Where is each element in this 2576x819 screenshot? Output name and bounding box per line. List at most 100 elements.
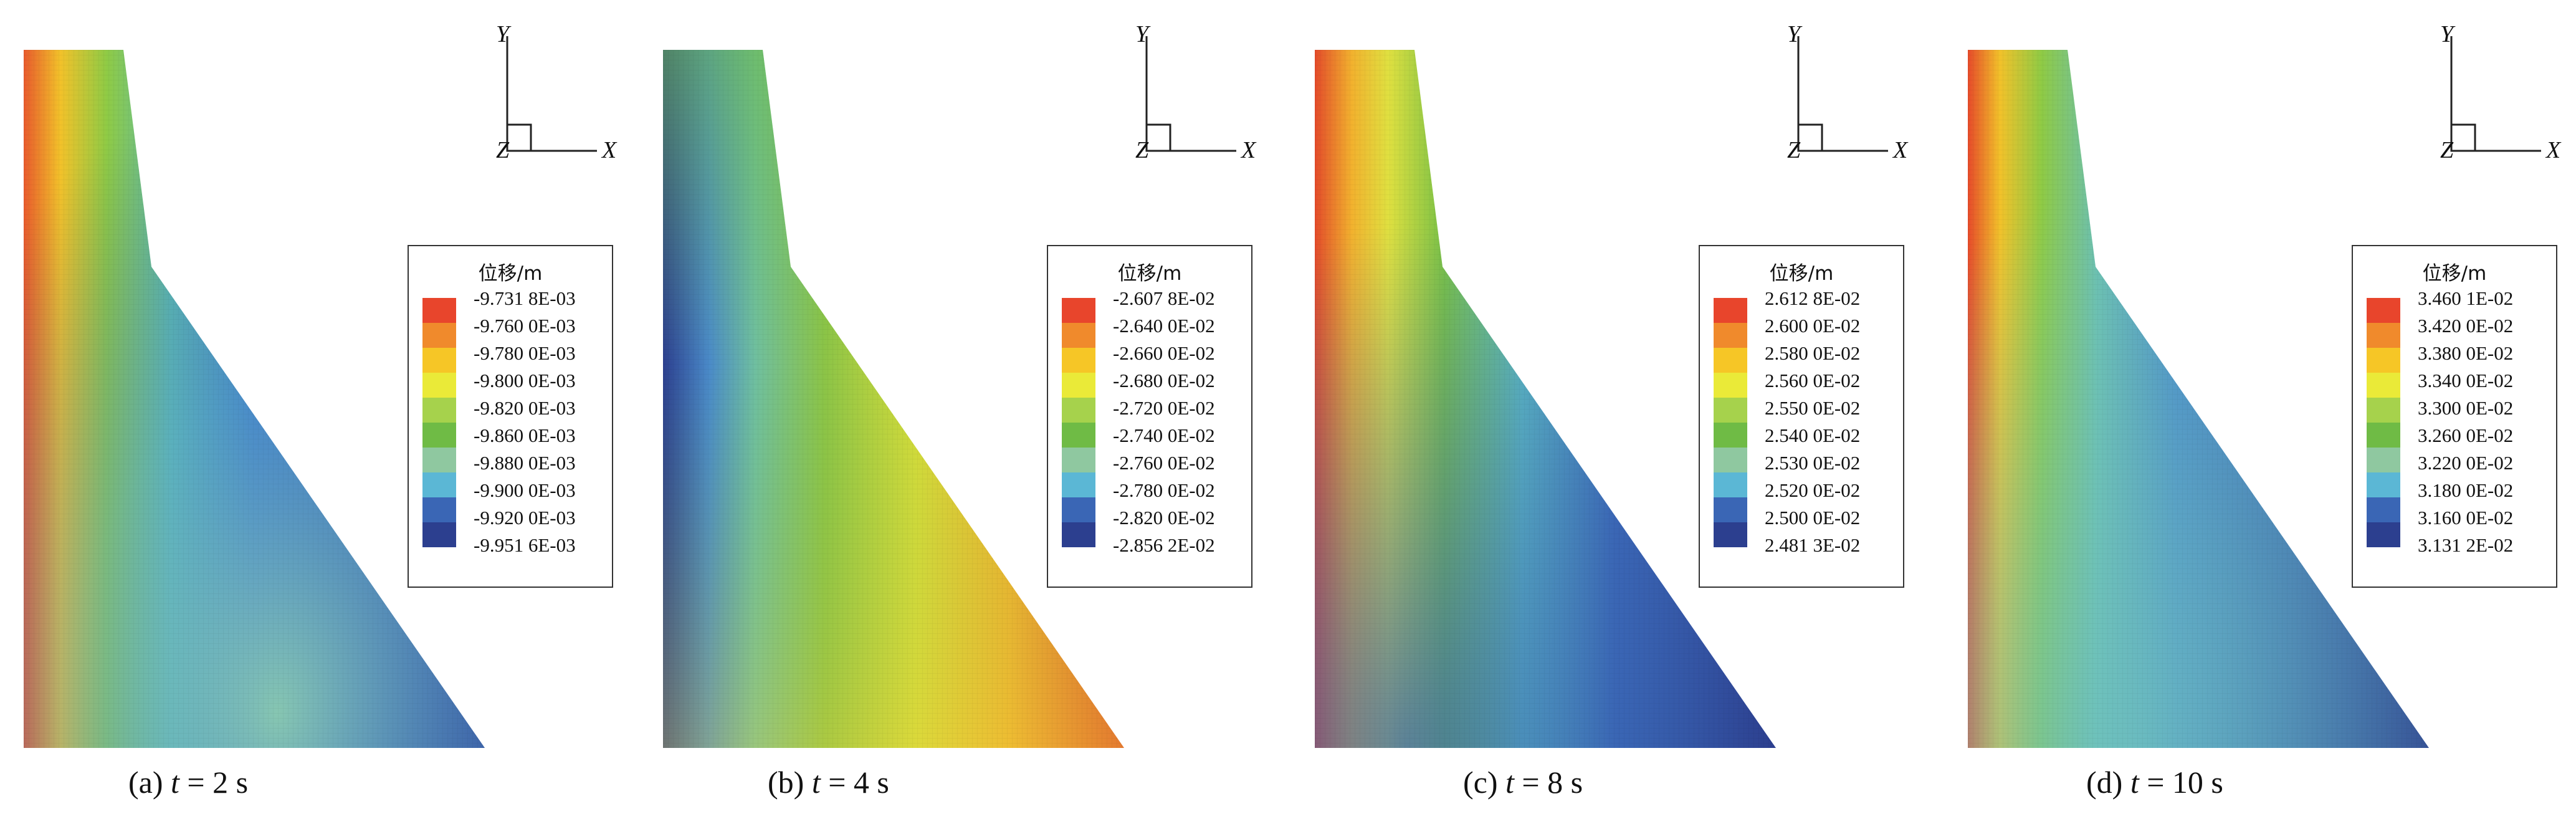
- legend-ticks: -2.607 8E-02 -2.640 0E-02 -2.660 0E-02 -…: [1113, 285, 1250, 559]
- legend-color-bar: [2367, 298, 2400, 547]
- legend-tick: -9.731 8E-03: [474, 287, 576, 309]
- caption-a: (a) t = 2 s: [128, 764, 452, 801]
- legend-tick: 3.340 0E-02: [2418, 370, 2514, 391]
- legend-swatch: [1062, 497, 1095, 522]
- legend-title: 位移/m: [2422, 262, 2487, 285]
- legend-swatch: [2367, 398, 2400, 423]
- legend-swatch: [2367, 373, 2400, 398]
- legend-swatch: [422, 497, 456, 522]
- legend-swatch: [2367, 497, 2400, 522]
- coordinate-axes-d: Y Z X: [2423, 21, 2576, 163]
- legend-tick: 3.460 1E-02: [2418, 287, 2514, 309]
- axis-z-label: Z: [496, 137, 510, 163]
- legend-swatch: [1714, 323, 1747, 348]
- color-legend-d: 位移/m 3.460 1E-02 3.420 0E-02 3.380 0E-02…: [2352, 245, 2557, 588]
- axis-y-label: Y: [1135, 21, 1149, 47]
- axis-y-label: Y: [2440, 21, 2454, 47]
- legend-color-bar: [1714, 298, 1747, 547]
- legend-tick: 3.160 0E-02: [2418, 507, 2514, 529]
- legend-swatch: [1062, 323, 1095, 348]
- legend-swatch: [422, 298, 456, 323]
- legend-swatch: [1714, 298, 1747, 323]
- legend-swatch: [1062, 373, 1095, 398]
- dam-contour-b: [663, 50, 1124, 748]
- legend-swatch: [1714, 373, 1747, 398]
- legend-swatch: [1714, 423, 1747, 448]
- axis-z-label: Z: [2440, 137, 2454, 163]
- caption-variable: t: [171, 765, 179, 800]
- legend-swatch: [1062, 298, 1095, 323]
- legend-tick: -2.607 8E-02: [1113, 287, 1215, 309]
- legend-tick: 2.580 0E-02: [1765, 342, 1861, 364]
- legend-tick: 2.550 0E-02: [1765, 397, 1861, 419]
- legend-swatch: [1714, 398, 1747, 423]
- legend-tick: -9.900 0E-03: [474, 479, 576, 501]
- legend-swatch: [1714, 348, 1747, 373]
- legend-tick: 3.300 0E-02: [2418, 397, 2514, 419]
- coordinate-axes-c: Y Z X: [1770, 21, 1932, 163]
- legend-swatch: [2367, 298, 2400, 323]
- legend-swatch: [422, 348, 456, 373]
- legend-tick: -9.780 0E-03: [474, 342, 576, 364]
- axis-x-label: X: [1893, 137, 1908, 163]
- legend-title: 位移/m: [1769, 262, 1834, 285]
- caption-prefix: (a): [128, 765, 171, 800]
- legend-swatch: [1714, 448, 1747, 472]
- legend-swatch: [422, 398, 456, 423]
- legend-tick: -2.780 0E-02: [1113, 479, 1215, 501]
- legend-title: 位移/m: [478, 262, 543, 285]
- axis-x-label: X: [2546, 137, 2561, 163]
- legend-color-bar: [1062, 298, 1095, 547]
- legend-tick: -9.820 0E-03: [474, 397, 576, 419]
- legend-swatch: [422, 522, 456, 547]
- legend-tick: -9.860 0E-03: [474, 424, 576, 446]
- legend-tick: -2.680 0E-02: [1113, 370, 1215, 391]
- color-legend-a: 位移/m -9.731 8E-03 -9.760 0E-03 -9.780 0E…: [408, 245, 613, 588]
- legend-swatch: [422, 323, 456, 348]
- legend-tick: -2.820 0E-02: [1113, 507, 1215, 529]
- legend-swatch: [1062, 423, 1095, 448]
- dam-contour-d: [1968, 50, 2429, 748]
- legend-swatch: [422, 448, 456, 472]
- caption-b: (b) t = 4 s: [768, 764, 1092, 801]
- legend-tick: 2.612 8E-02: [1765, 287, 1861, 309]
- legend-tick: 2.600 0E-02: [1765, 315, 1861, 337]
- legend-tick: -9.800 0E-03: [474, 370, 576, 391]
- caption-prefix: (c): [1463, 765, 1505, 800]
- caption-value: = 8 s: [1514, 765, 1583, 800]
- legend-swatch: [1062, 348, 1095, 373]
- legend-tick: -2.760 0E-02: [1113, 452, 1215, 474]
- coordinate-axes-a: Y Z X: [479, 21, 641, 163]
- legend-tick: -2.720 0E-02: [1113, 397, 1215, 419]
- legend-swatch: [1714, 522, 1747, 547]
- legend-tick: 2.500 0E-02: [1765, 507, 1861, 529]
- caption-prefix: (d): [2086, 765, 2130, 800]
- color-legend-c: 位移/m 2.612 8E-02 2.600 0E-02 2.580 0E-02…: [1699, 245, 1904, 588]
- caption-value: = 2 s: [179, 765, 249, 800]
- panel-c: Y Z X 位移/m 2.612 8E-02 2.600 0E-02 2.580…: [1315, 0, 1957, 819]
- legend-tick: 3.180 0E-02: [2418, 479, 2514, 501]
- axis-y-label: Y: [496, 21, 510, 47]
- legend-swatch: [1062, 522, 1095, 547]
- legend-tick: 3.260 0E-02: [2418, 424, 2514, 446]
- color-legend-b: 位移/m -2.607 8E-02 -2.640 0E-02 -2.660 0E…: [1047, 245, 1252, 588]
- caption-c: (c) t = 8 s: [1463, 764, 1787, 801]
- legend-tick: -9.920 0E-03: [474, 507, 576, 529]
- axis-x-label: X: [1241, 137, 1256, 163]
- legend-tick: -2.660 0E-02: [1113, 342, 1215, 364]
- legend-swatch: [1062, 472, 1095, 497]
- legend-tick: 2.540 0E-02: [1765, 424, 1861, 446]
- axis-y-label: Y: [1787, 21, 1801, 47]
- legend-tick: 3.380 0E-02: [2418, 342, 2514, 364]
- legend-swatch: [2367, 348, 2400, 373]
- legend-swatch: [2367, 522, 2400, 547]
- caption-variable: t: [2130, 765, 2139, 800]
- caption-value: = 10 s: [2139, 765, 2223, 800]
- legend-swatch: [2367, 472, 2400, 497]
- legend-ticks: 3.460 1E-02 3.420 0E-02 3.380 0E-02 3.34…: [2418, 285, 2555, 559]
- legend-swatch: [422, 472, 456, 497]
- legend-swatch: [1714, 472, 1747, 497]
- legend-swatch: [422, 423, 456, 448]
- legend-ticks: -9.731 8E-03 -9.760 0E-03 -9.780 0E-03 -…: [474, 285, 611, 559]
- legend-tick: -9.760 0E-03: [474, 315, 576, 337]
